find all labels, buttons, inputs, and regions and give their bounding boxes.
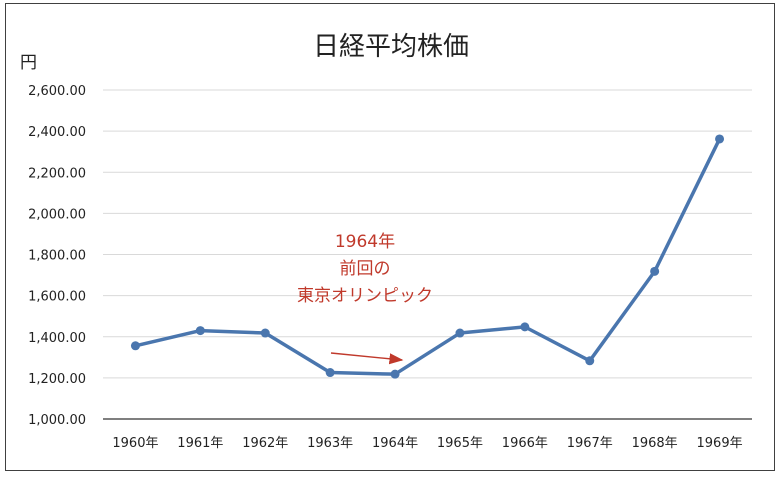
x-tick-label: 1968年 xyxy=(632,436,678,451)
data-point xyxy=(130,341,140,351)
x-tick-label: 1962年 xyxy=(242,436,288,451)
y-tick-label: 1,800.00 xyxy=(28,249,86,264)
x-tick-label: 1964年 xyxy=(372,436,418,451)
data-point xyxy=(325,368,335,378)
y-tick-label: 2,200.00 xyxy=(28,166,86,181)
x-tick-label: 1966年 xyxy=(502,436,548,451)
data-point xyxy=(260,328,270,338)
annotation-line-2: 前回の xyxy=(339,259,391,279)
annotation-line-3: 東京オリンピック xyxy=(297,286,433,306)
data-point xyxy=(455,328,465,338)
data-point xyxy=(650,266,660,276)
y-axis-unit-label: 円 xyxy=(20,53,37,73)
y-tick-label: 2,400.00 xyxy=(28,125,86,140)
y-tick-label: 1,400.00 xyxy=(28,331,86,346)
y-tick-label: 2,600.00 xyxy=(28,84,86,99)
data-point xyxy=(390,369,400,379)
data-point xyxy=(520,322,530,332)
y-tick-label: 1,000.00 xyxy=(28,413,86,428)
y-tick-label: 2,000.00 xyxy=(28,207,86,222)
x-tick-label: 1960年 xyxy=(112,436,158,451)
y-tick-label: 1,200.00 xyxy=(28,372,86,387)
x-tick-label: 1967年 xyxy=(567,436,613,451)
annotation-text: 1964年 前回の 東京オリンピック xyxy=(270,229,460,310)
data-point xyxy=(715,134,725,144)
annotation-line-1: 1964年 xyxy=(334,232,396,252)
series-line xyxy=(135,138,722,376)
x-tick-label: 1963年 xyxy=(307,436,353,451)
chart-title: 日経平均株価 xyxy=(312,32,469,62)
chart-frame xyxy=(5,3,775,471)
x-tick-label: 1961年 xyxy=(177,436,223,451)
data-point xyxy=(585,356,595,366)
annotation-arrow xyxy=(330,352,404,365)
data-point xyxy=(195,326,205,336)
x-tick-label: 1969年 xyxy=(697,436,743,451)
x-tick-label: 1965年 xyxy=(437,436,483,451)
y-tick-label: 1,600.00 xyxy=(28,290,86,305)
